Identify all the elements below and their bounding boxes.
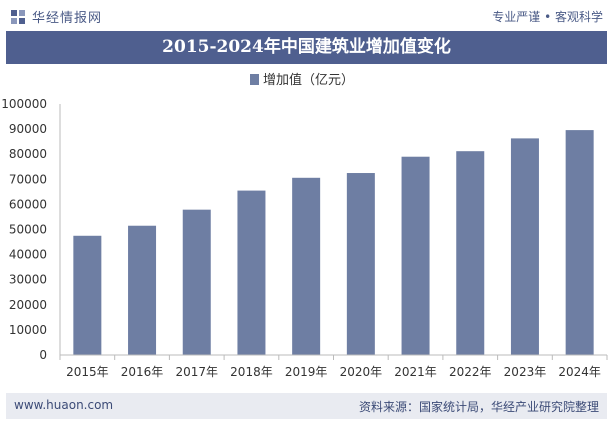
y-tick-label: 90000 xyxy=(9,122,47,136)
y-tick-label: 10000 xyxy=(9,323,47,337)
footer: www.huaon.com 资料来源：国家统计局，华经产业研究院整理 xyxy=(6,393,607,419)
bar xyxy=(292,177,321,355)
y-tick-label: 100000 xyxy=(1,97,47,111)
footer-source: 资料来源：国家统计局，华经产业研究院整理 xyxy=(358,400,599,414)
legend: 增加值（亿元） xyxy=(250,72,354,88)
top-bar: 华经情报网 专业严谨 • 客观科学 xyxy=(0,0,613,30)
y-axis: 0 10000 20000 30000 40000 50000 60000 70000 8000… xyxy=(1,97,61,362)
x-tick-label: 2024年 xyxy=(558,365,601,379)
x-tick-label: 2020年 xyxy=(340,365,383,379)
bar xyxy=(73,235,102,355)
bar xyxy=(128,225,157,355)
bar xyxy=(510,138,539,355)
y-tick-label: 70000 xyxy=(9,172,47,186)
x-tick-label: 2017年 xyxy=(175,365,218,379)
x-tick-label: 2018年 xyxy=(230,365,273,379)
footer-url[interactable]: www.huaon.com xyxy=(14,398,114,412)
y-tick-label: 80000 xyxy=(9,147,47,161)
bar xyxy=(346,173,375,355)
bar xyxy=(182,209,211,355)
legend-swatch xyxy=(250,74,259,85)
x-tick-label: 2019年 xyxy=(285,365,328,379)
bar xyxy=(456,151,485,355)
brand-name: 华经情报网 xyxy=(32,11,103,26)
x-axis: 2015年 2016年 2017年 2018年 2019年 2020年 2021年 2022年… xyxy=(59,354,608,379)
y-tick-label: 50000 xyxy=(9,223,47,237)
legend-label: 增加值（亿元） xyxy=(263,72,354,88)
bars xyxy=(73,130,594,355)
x-tick-label: 2015年 xyxy=(66,365,109,379)
chart-title: 2015-2024年中国建筑业增加值变化 xyxy=(6,31,607,64)
brand: 华经情报网 xyxy=(10,7,102,26)
bar xyxy=(237,190,266,355)
bar xyxy=(401,156,430,355)
y-tick-label: 20000 xyxy=(9,298,47,312)
y-tick-label: 0 xyxy=(39,348,47,362)
slogan: 专业严谨 • 客观科学 xyxy=(492,10,603,24)
x-tick-label: 2022年 xyxy=(449,365,492,379)
x-tick-label: 2023年 xyxy=(504,365,547,379)
x-tick-label: 2016年 xyxy=(121,365,164,379)
y-tick-label: 60000 xyxy=(9,197,47,211)
y-tick-label: 30000 xyxy=(9,273,47,287)
x-tick-label: 2021年 xyxy=(394,365,437,379)
y-tick-label: 40000 xyxy=(9,248,47,262)
huajing-logo-icon xyxy=(11,9,25,24)
bar xyxy=(565,130,594,355)
